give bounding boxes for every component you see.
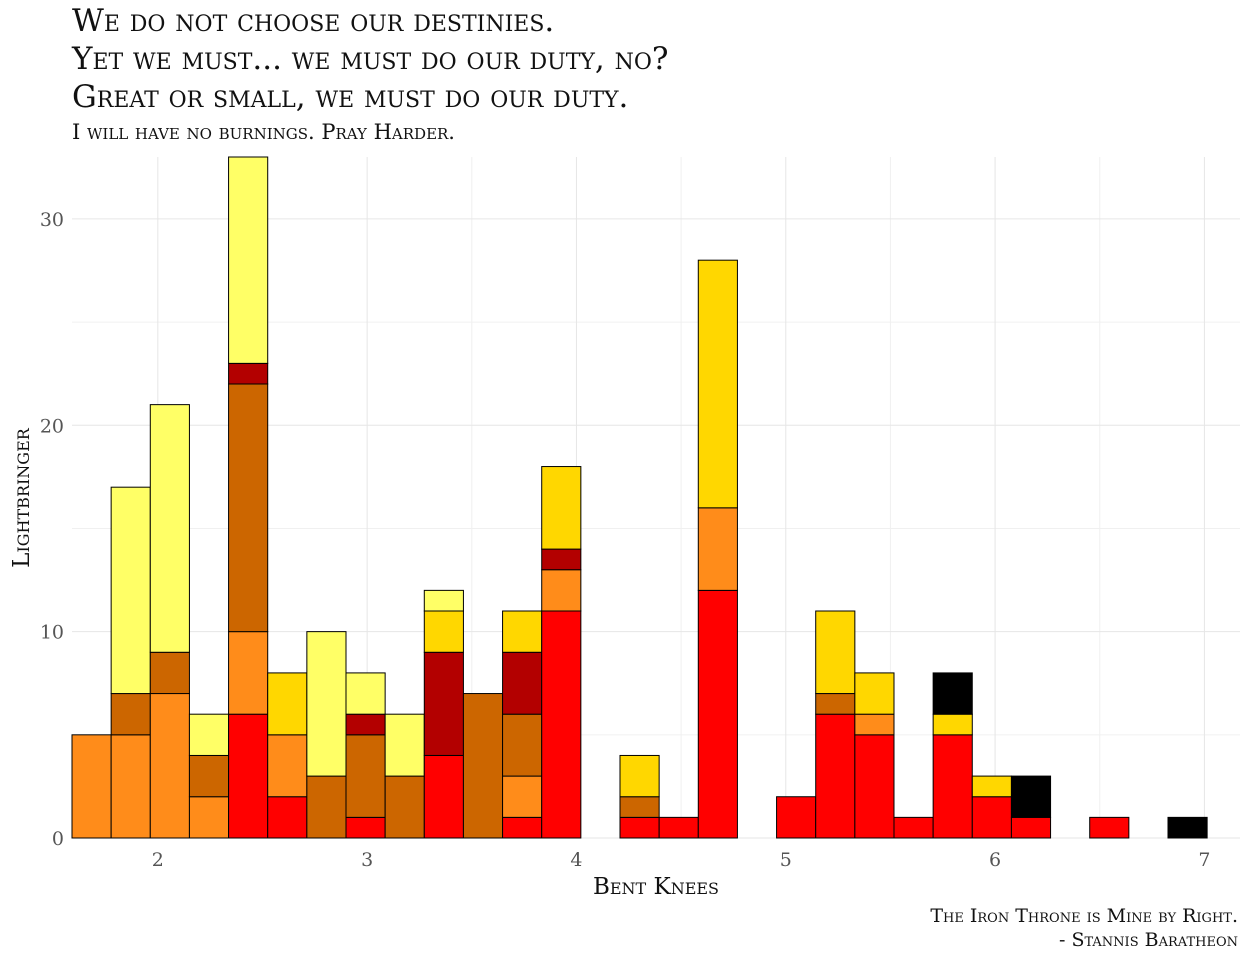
bar-segment	[110, 693, 151, 736]
bar-segment	[423, 754, 464, 839]
bar-segment	[110, 734, 151, 839]
bar-segment	[541, 548, 582, 571]
x-tick-label: 4	[570, 849, 582, 871]
bar-segment	[306, 775, 347, 839]
y-tick-label: 0	[52, 828, 64, 850]
bar-segment	[541, 569, 582, 612]
x-tick-label: 3	[361, 849, 373, 871]
bar-segment	[854, 713, 895, 736]
bar-segment	[384, 775, 425, 839]
bar-segment	[932, 734, 973, 839]
bar-segment	[267, 796, 308, 839]
bar-segment	[188, 796, 230, 839]
x-tick-label: 5	[780, 849, 792, 871]
bar-segment	[502, 610, 543, 653]
bar-segment	[1010, 775, 1052, 818]
bar-segment	[502, 816, 543, 839]
bar-segment	[228, 631, 269, 715]
bar-segment	[423, 610, 464, 653]
bar-segment	[815, 610, 856, 695]
bar-segment	[541, 466, 582, 550]
bar-segment	[228, 713, 269, 839]
bar-segment	[658, 816, 699, 839]
bar-segment	[188, 713, 230, 756]
bar-segment	[71, 734, 112, 839]
bar-segment	[345, 713, 386, 736]
y-tick-label: 30	[40, 209, 64, 231]
bar-segment	[228, 362, 269, 385]
bar-segment	[345, 672, 386, 715]
bar-segment	[502, 651, 543, 715]
x-axis-title: Bent Knees	[593, 874, 719, 900]
bar-segment	[149, 651, 190, 695]
chart-caption: The Iron Throne is Mine by Right. - Stan…	[930, 904, 1238, 952]
bar-segment	[619, 796, 660, 818]
bar-segment	[502, 713, 543, 777]
bar-segment	[697, 589, 738, 839]
bar-segment	[423, 589, 464, 612]
bar-segment	[619, 816, 660, 839]
bar-segment	[423, 651, 464, 756]
bar-segment	[306, 631, 347, 777]
chart-subtitle: I will have no burnings. Pray Harder.	[72, 120, 455, 144]
bar-segment	[149, 693, 190, 839]
bar-segment	[384, 713, 425, 777]
bar-segment	[1089, 816, 1130, 839]
title-line-1: We do not choose our destinies.	[72, 3, 555, 39]
bar-segment	[267, 734, 308, 798]
y-tick-label: 10	[40, 622, 64, 644]
bar-segment	[619, 754, 660, 798]
caption-line-1: The Iron Throne is Mine by Right.	[930, 905, 1238, 927]
y-axis-title: Lightbringer	[9, 427, 35, 568]
bar-segment	[188, 754, 230, 798]
bar-segment	[697, 507, 738, 591]
title-line-3: Great or small, we must do our duty.	[72, 79, 629, 115]
bar-segment	[110, 486, 151, 695]
bar-segment	[541, 610, 582, 839]
bar-segment	[776, 796, 817, 839]
bar-segment	[893, 816, 934, 839]
bar-segment	[971, 796, 1012, 839]
bar-segment	[697, 259, 738, 509]
caption-line-2: - Stannis Baratheon	[1058, 929, 1238, 951]
bar-segment	[267, 672, 308, 736]
bar-segment	[345, 816, 386, 839]
bar-segment	[228, 383, 269, 633]
axis-ticks: 2 3 4 5 6 7 0 10 20 30	[40, 209, 1211, 871]
x-tick-label: 2	[152, 849, 164, 871]
bar-segment	[149, 404, 190, 653]
chart-title: We do not choose our destinies. Yet we m…	[72, 2, 669, 116]
bar-segment	[1010, 816, 1052, 839]
bar-segment	[462, 693, 504, 839]
x-tick-label: 6	[989, 849, 1001, 871]
bar-segment	[854, 734, 895, 839]
x-tick-label: 7	[1198, 849, 1210, 871]
bar-segment	[502, 775, 543, 818]
stacked-bars	[71, 156, 1208, 839]
bar-segment	[815, 713, 856, 839]
bar-segment	[1167, 816, 1208, 839]
title-line-2: Yet we must... we must do our duty, no?	[72, 41, 669, 77]
bar-segment	[228, 156, 269, 364]
bar-segment	[932, 672, 973, 715]
bar-segment	[971, 775, 1012, 798]
y-tick-label: 20	[40, 415, 64, 437]
bar-segment	[815, 693, 856, 715]
bar-segment	[854, 672, 895, 715]
bar-segment	[345, 734, 386, 818]
bar-segment	[932, 713, 973, 736]
